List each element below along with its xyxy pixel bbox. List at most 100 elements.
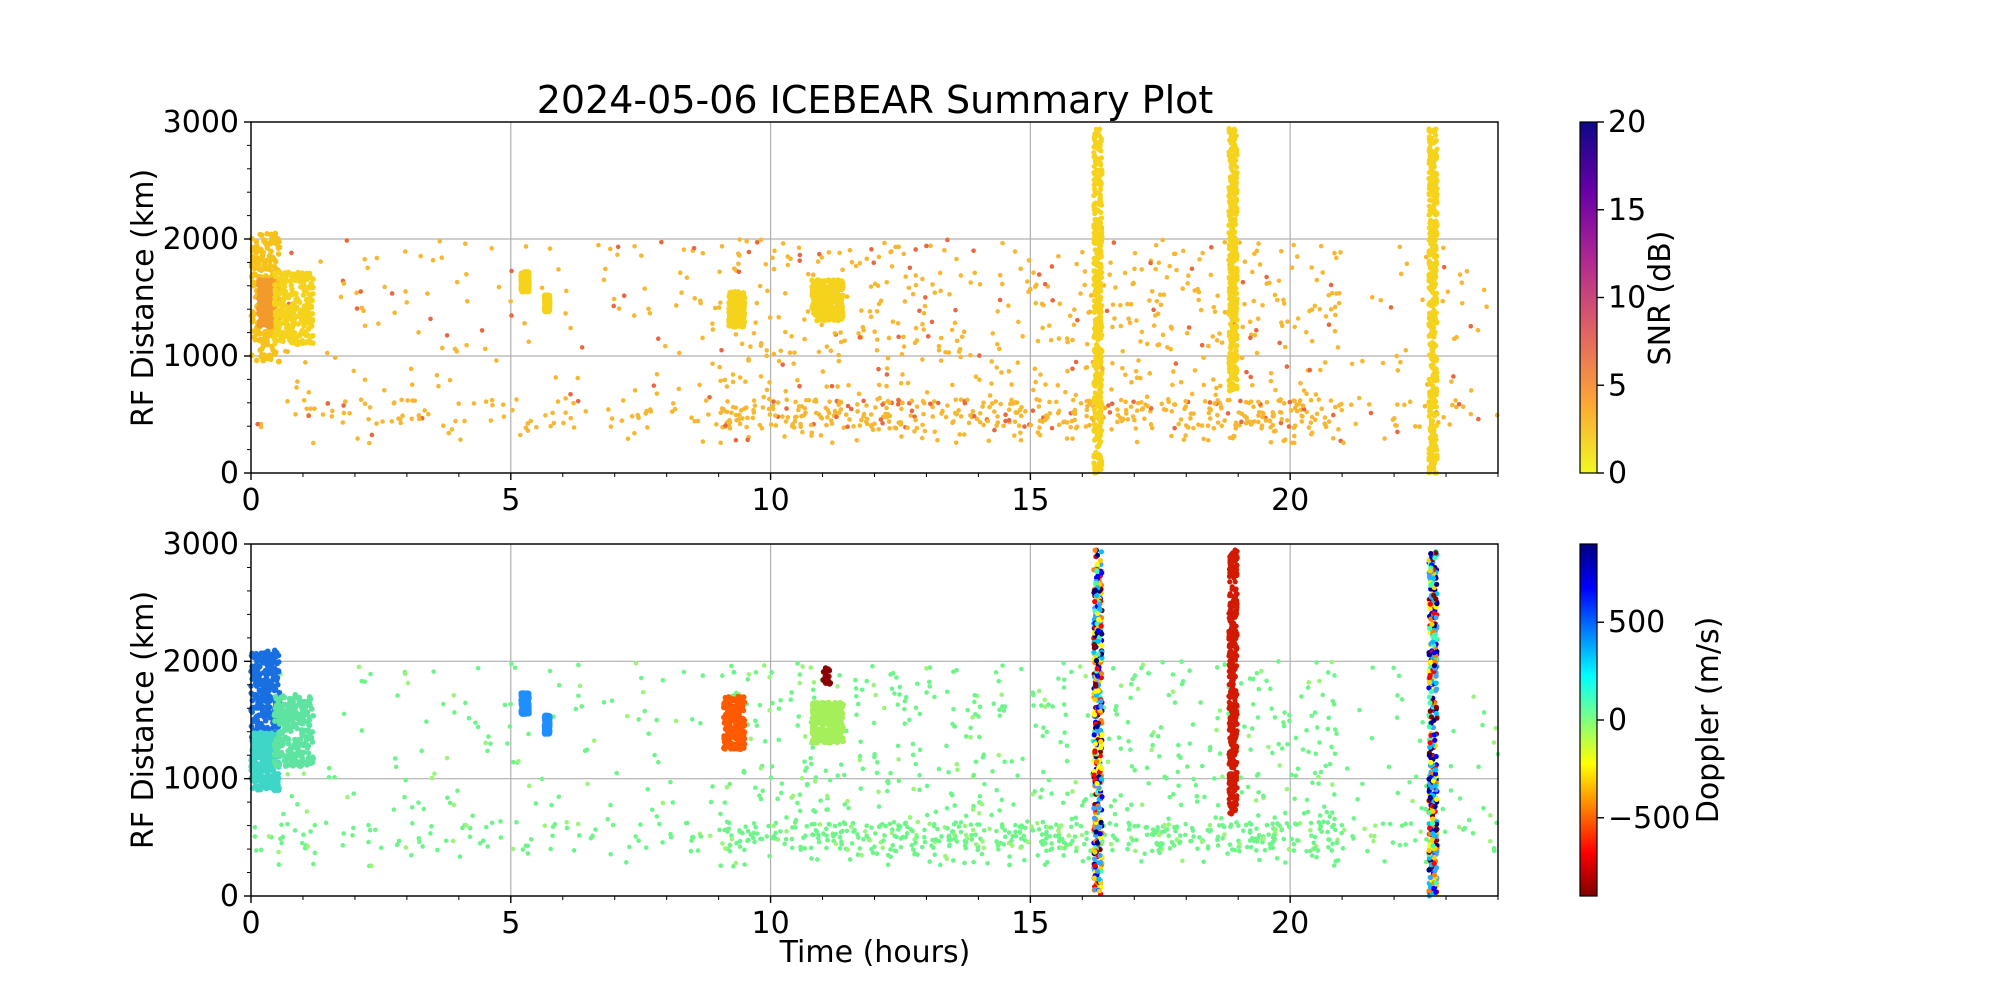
- scatter-point: [1030, 408, 1036, 413]
- scatter-point: [1139, 329, 1145, 335]
- scatter-point: [1018, 437, 1024, 443]
- doppler-grid: [250, 543, 1498, 897]
- scatter-point: [1214, 385, 1219, 391]
- streak-point: [1097, 335, 1104, 341]
- scatter-point: [1168, 324, 1174, 330]
- cluster-point: [282, 332, 289, 339]
- scatter-point: [1139, 665, 1144, 671]
- scatter-point: [308, 406, 313, 412]
- cluster-point: [263, 239, 269, 246]
- scatter-point: [1243, 399, 1249, 405]
- streak-point: [1230, 334, 1236, 340]
- scatter-point: [995, 341, 1000, 347]
- scatter-point: [338, 294, 344, 300]
- scatter-point: [1289, 836, 1295, 842]
- scatter-point: [341, 281, 347, 286]
- scatter-point: [1199, 342, 1205, 348]
- scatter-point: [899, 434, 904, 439]
- cluster-point: [741, 299, 747, 305]
- scatter-point: [629, 414, 635, 419]
- scatter-point: [1192, 368, 1198, 373]
- scatter-point: [1144, 832, 1150, 838]
- cluster-point: [310, 340, 316, 346]
- scatter-point: [810, 272, 816, 278]
- scatter-point: [1239, 355, 1245, 361]
- scatter-point: [482, 346, 488, 352]
- scatter-point: [1284, 364, 1290, 369]
- scatter-point: [632, 430, 637, 436]
- scatter-point: [1332, 304, 1338, 310]
- scatter-point: [861, 398, 866, 404]
- scatter-point: [418, 253, 423, 259]
- cluster-point: [283, 293, 290, 300]
- scatter-point: [1475, 327, 1481, 333]
- scatter-point: [1314, 277, 1320, 283]
- scatter-point: [968, 413, 973, 418]
- scatter-point: [901, 251, 907, 257]
- scatter-point: [1031, 387, 1036, 393]
- streak-point: [1433, 176, 1439, 182]
- scatter-point: [999, 797, 1005, 803]
- cluster-point: [297, 331, 304, 337]
- scatter-point: [1040, 325, 1045, 331]
- scatter-point: [855, 832, 860, 837]
- streak-point: [1093, 341, 1100, 348]
- scatter-point: [1050, 704, 1055, 709]
- scatter-point: [1025, 279, 1030, 284]
- scatter-point: [962, 860, 967, 866]
- streak-point: [1098, 459, 1105, 465]
- scatter-point: [1215, 803, 1221, 808]
- scatter-point: [860, 324, 866, 330]
- scatter-point: [1185, 764, 1190, 769]
- scatter-point: [1185, 425, 1191, 430]
- scatter-point: [615, 252, 620, 258]
- cluster-point: [265, 281, 272, 287]
- scatter-point: [1036, 272, 1042, 277]
- cluster-point: [258, 246, 264, 253]
- scatter-point: [847, 417, 852, 422]
- scatter-point: [1309, 307, 1315, 312]
- scatter-point: [828, 418, 834, 423]
- scatter-point: [1323, 763, 1329, 769]
- scatter-point: [997, 713, 1003, 718]
- scatter-point: [1127, 320, 1133, 326]
- scatter-point: [950, 420, 955, 426]
- scatter-point: [773, 413, 778, 418]
- scatter-point: [1000, 240, 1005, 246]
- scatter-point: [1245, 784, 1251, 790]
- scatter-point: [897, 684, 903, 690]
- scatter-point: [1172, 402, 1177, 407]
- scatter-point: [1128, 404, 1134, 410]
- scatter-point: [1020, 334, 1025, 339]
- scatter-point: [746, 249, 752, 255]
- cluster-point: [281, 288, 287, 295]
- scatter-point: [951, 669, 956, 675]
- scatter-point: [802, 846, 808, 851]
- scatter-point: [1360, 358, 1365, 364]
- scatter-point: [463, 241, 468, 247]
- scatter-point: [1022, 424, 1027, 429]
- scatter-point: [547, 246, 553, 251]
- scatter-point: [784, 397, 790, 403]
- scatter-point: [502, 702, 508, 708]
- y-tick-label: 3000: [163, 105, 239, 140]
- scatter-point: [882, 833, 887, 838]
- scatter-point: [1215, 420, 1221, 425]
- streak-point: [1433, 150, 1439, 156]
- scatter-point: [743, 405, 749, 410]
- scatter-point: [764, 387, 770, 393]
- scatter-point: [838, 330, 843, 335]
- scatter-point: [563, 410, 568, 416]
- scatter-point: [1263, 418, 1269, 423]
- scatter-point: [1135, 686, 1141, 692]
- scatter-point: [1255, 715, 1261, 720]
- scatter-point: [564, 825, 570, 831]
- scatter-point: [1167, 263, 1172, 269]
- scatter-point: [362, 256, 368, 262]
- streak-point: [1096, 371, 1102, 378]
- scatter-point: [1151, 323, 1157, 328]
- scatter-point: [1049, 425, 1055, 431]
- scatter-point: [1314, 725, 1320, 730]
- scatter-point: [1184, 330, 1190, 336]
- scatter-point: [913, 282, 919, 288]
